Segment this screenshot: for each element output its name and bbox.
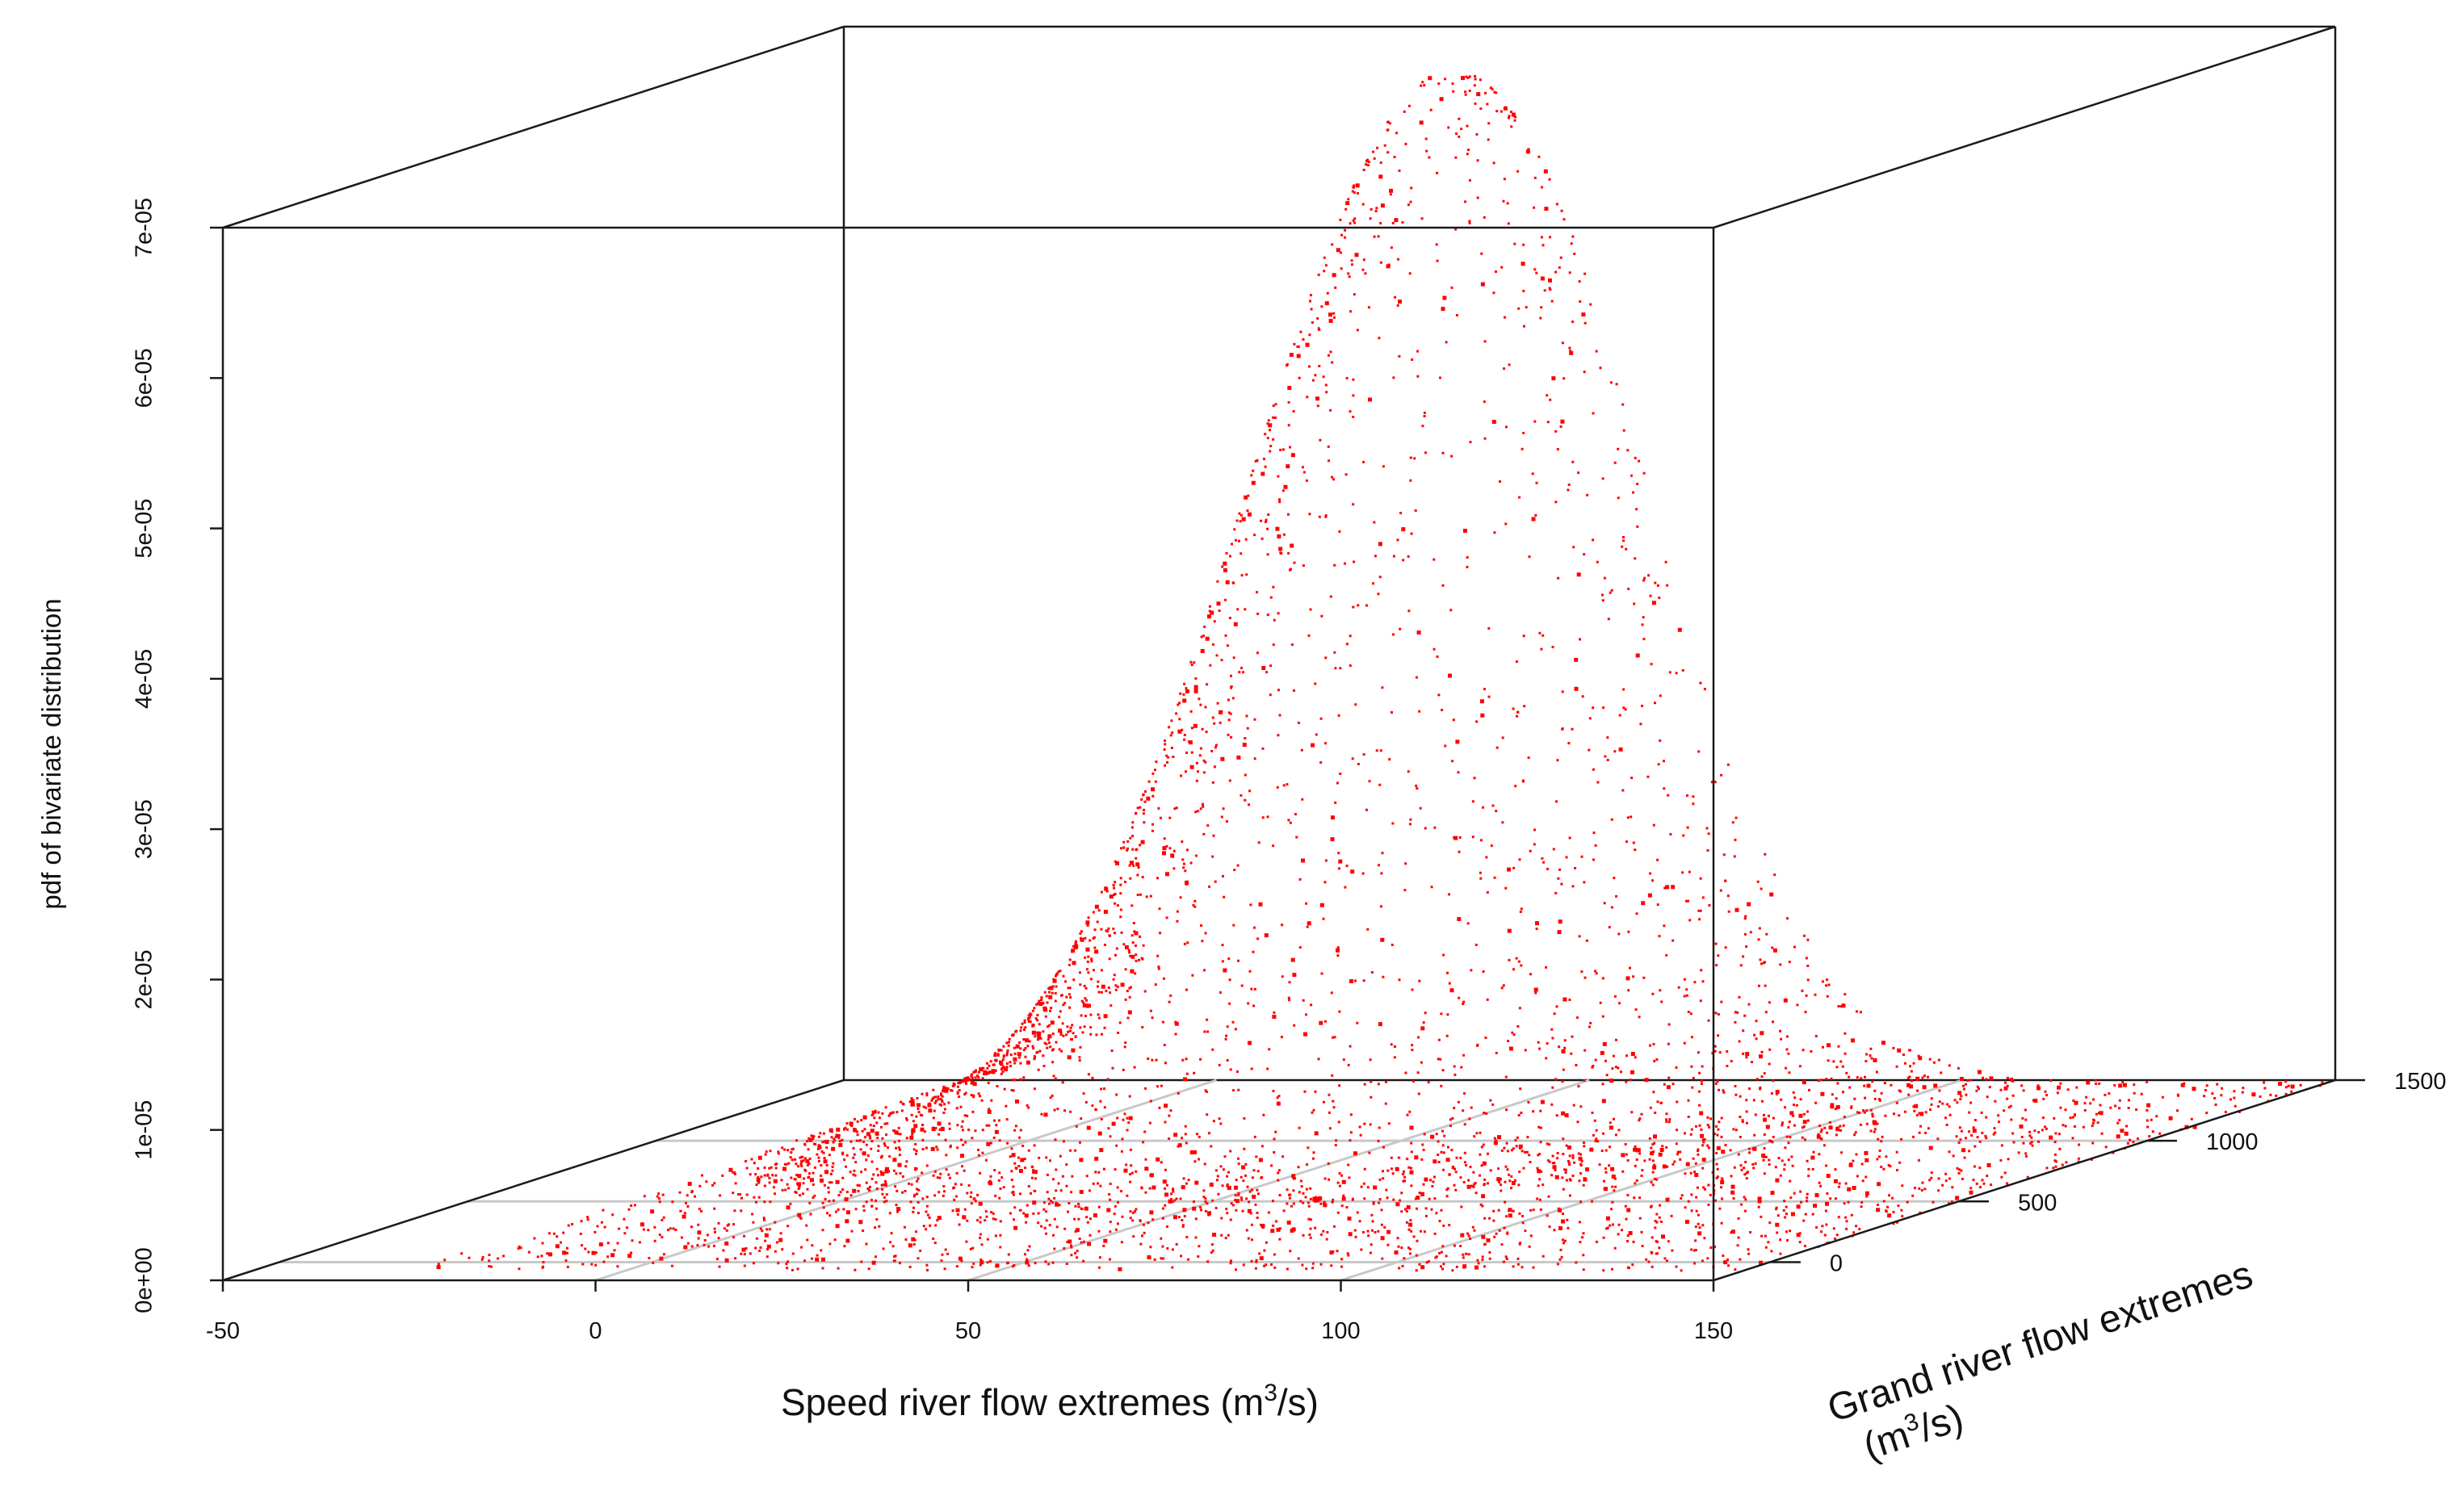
- box-front-edges: [221, 226, 2336, 1282]
- depth-axis-title-line1: Grand river flow extremes: [1823, 1253, 2258, 1430]
- depth-axis-ticks: 0 500 1000 1500: [1769, 1069, 2447, 1276]
- depth-axis-title: Grand river flow extremes (m3/s): [1823, 1253, 2258, 1468]
- z-tick-label: 2e-05: [132, 949, 157, 1009]
- depth-tick-label: 0: [1830, 1250, 1843, 1276]
- x-tick-label: -50: [206, 1318, 240, 1344]
- depth-tick-label: 1500: [2394, 1069, 2447, 1095]
- z-tick-label: 6e-05: [132, 348, 157, 408]
- z-tick-label: 3e-05: [132, 799, 157, 859]
- z-axis-title: pdf of bivariate distribution: [36, 598, 66, 909]
- z-tick-label: 5e-05: [132, 498, 157, 558]
- depth-axis-line: [1713, 1079, 2336, 1282]
- floor-left-edge: [222, 1079, 845, 1282]
- grid-line-x: [595, 1079, 1217, 1282]
- box-top-right-edge: [1713, 25, 2336, 229]
- box-back-edges: [222, 25, 2337, 1082]
- depth-tick-label: 1000: [2206, 1129, 2259, 1155]
- grid-line-x: [1340, 1079, 1962, 1282]
- x-axis-ticks: -50 0 50 100 150: [206, 1280, 1733, 1344]
- z-axis-ticks: 0e+00 1e-05 2e-05 3e-05 4e-05 5e-05 6e-05 7e-05: [132, 198, 223, 1313]
- x-tick-label: 50: [955, 1318, 981, 1344]
- z-tick-label: 4e-05: [132, 649, 157, 709]
- box-top-left-edge: [222, 25, 845, 229]
- z-tick-label: 1e-05: [132, 1100, 157, 1160]
- x-tick-label: 150: [1694, 1318, 1733, 1344]
- x-axis-title: Speed river flow extremes (m3/s): [781, 1380, 1319, 1423]
- pdf-points: [436, 75, 2324, 1272]
- depth-tick-label: 500: [2018, 1190, 2057, 1216]
- x-tick-label: 0: [589, 1318, 602, 1344]
- pdf-point-cloud: [436, 75, 2324, 1272]
- x-tick-label: 100: [1321, 1318, 1360, 1344]
- z-tick-label: 0e+00: [132, 1247, 157, 1313]
- z-tick-label: 7e-05: [132, 198, 157, 258]
